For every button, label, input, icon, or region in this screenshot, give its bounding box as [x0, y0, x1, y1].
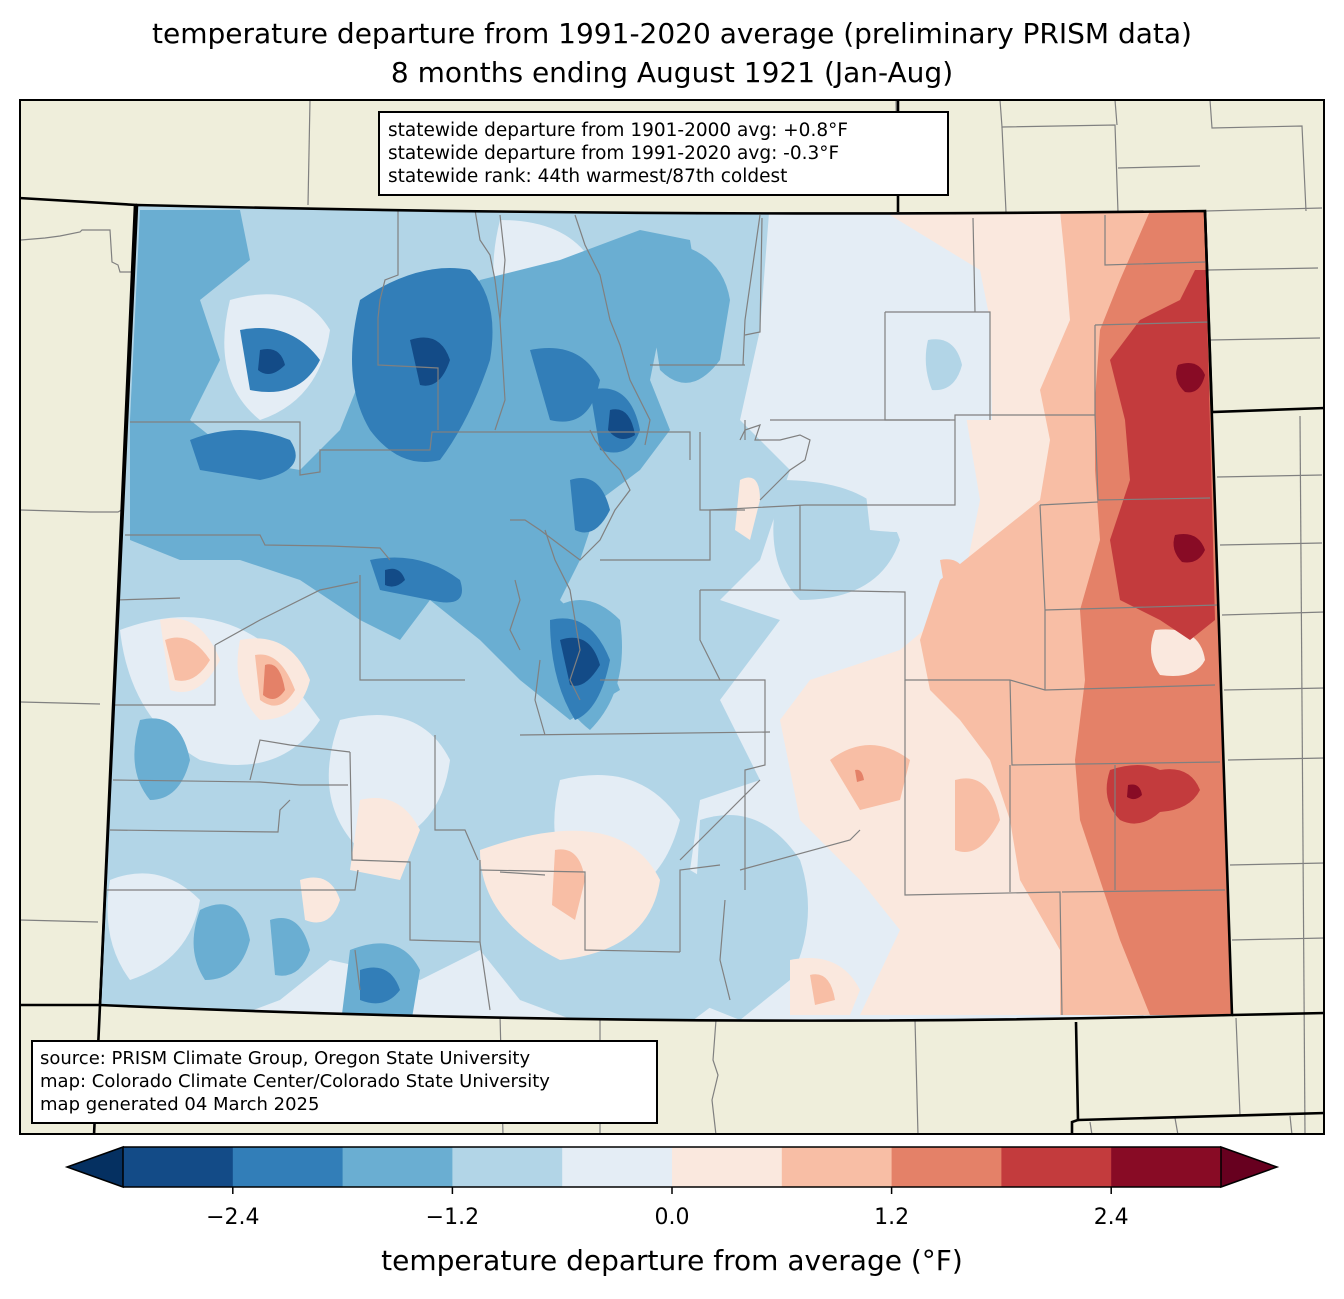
colorbar-bin: [342, 1147, 453, 1187]
colorbar-extend-min: [64, 1145, 124, 1189]
contour-level-plus-0.0: [350, 798, 420, 880]
colorbar-bin: [891, 1147, 1002, 1187]
credits-generated: map generated 04 March 2025: [40, 1094, 320, 1115]
colorbar-bin: [781, 1147, 893, 1187]
contour-level-plus-0.0: [1151, 629, 1205, 676]
contour-level-plus-2.4: [1127, 784, 1142, 800]
contour-level-minus-1.2: [193, 904, 250, 980]
temperature-map: [19, 99, 1325, 1135]
colorbar-bin: [1111, 1147, 1222, 1187]
contour-level-plus-0.6: [830, 745, 910, 810]
colorbar-tick-label: 2.4: [1093, 1205, 1129, 1230]
contour-level-minus-0.6: [690, 815, 808, 1020]
contour-level-plus-0.6: [940, 559, 968, 594]
colorbar-tick-label: −1.2: [425, 1205, 480, 1230]
statewide-stats-box: statewide departure from 1901-2000 avg: …: [378, 111, 949, 196]
contour-level-plus-0.6: [810, 974, 835, 1005]
colorbar-label: temperature departure from average (°F): [381, 1244, 963, 1277]
contour-level-plus-1.2: [855, 769, 864, 782]
contour-level-plus-2.4: [1176, 362, 1205, 393]
colorbar-tick-label: −2.4: [206, 1205, 260, 1230]
contour-level-minus-1.8: [570, 478, 610, 533]
credits-box: source: PRISM Climate Group, Oregon Stat…: [31, 1040, 658, 1124]
contour-level-minus-1.2: [270, 918, 310, 976]
colorbar-bin: [452, 1147, 563, 1187]
colorado-border: [98, 203, 1234, 1022]
colorbar-tick-label: 1.2: [874, 1205, 910, 1230]
contour-level-minus-1.8: [370, 557, 462, 603]
contour-level-minus-2.4: [258, 349, 285, 374]
temperature-contours: [100, 205, 1232, 1021]
contour-level-plus-1.2: [263, 664, 285, 699]
contour-level-near-avg: [860, 438, 980, 532]
contour-level-plus-1.8: [1106, 765, 1200, 824]
colorbar-bin: [1001, 1147, 1112, 1187]
contour-level-minus-2.4: [410, 337, 450, 386]
stats-rank: statewide rank: 44th warmest/87th coldes…: [388, 166, 788, 187]
contour-level-minus-0.6: [925, 339, 962, 391]
contour-level-plus-0.0: [300, 877, 340, 923]
map-frame: [19, 99, 1325, 1135]
county-lines: [107, 209, 1226, 1016]
contour-level-minus-2.4: [560, 637, 600, 686]
contour-level-plus-0.6: [552, 849, 585, 920]
credits-source: source: PRISM Climate Group, Oregon Stat…: [40, 1048, 531, 1069]
credits-map: map: Colorado Climate Center/Colorado St…: [40, 1071, 550, 1092]
stats-departure-1991-2020: statewide departure from 1991-2020 avg: …: [388, 143, 840, 164]
contour-level-plus-0.0: [735, 477, 760, 540]
contour-level-minus-2.4: [385, 568, 405, 587]
contour-level-plus-0.6: [955, 778, 1000, 852]
contour-level-minus-1.8: [360, 967, 400, 1004]
contour-level-minus-1.2: [134, 718, 190, 800]
colorbar-bin: [672, 1147, 783, 1187]
colorbar-bin: [123, 1147, 234, 1187]
contour-level-plus-2.4: [1173, 534, 1205, 563]
colorbar: [64, 1145, 1280, 1194]
map-subtitle: 8 months ending August 1921 (Jan-Aug): [390, 56, 954, 89]
contour-level-minus-1.8: [190, 430, 296, 480]
state-borders: [19, 99, 1325, 1135]
contour-level-plus-0.6: [165, 637, 210, 681]
colorbar-bin: [232, 1147, 344, 1187]
map-title: temperature departure from 1991-2020 ave…: [152, 17, 1192, 50]
stats-departure-1901-2000: statewide departure from 1901-2000 avg: …: [388, 120, 848, 141]
contour-level-minus-1.2: [130, 210, 700, 720]
contour-level-near-avg: [107, 873, 200, 980]
colorbar-extend-max: [1220, 1145, 1280, 1189]
contour-level-minus-1.8: [530, 348, 600, 422]
contour-level-minus-1.2: [640, 240, 730, 383]
colorbar-tick-label: 0.0: [654, 1205, 690, 1230]
colorbar-bin: [562, 1147, 673, 1187]
